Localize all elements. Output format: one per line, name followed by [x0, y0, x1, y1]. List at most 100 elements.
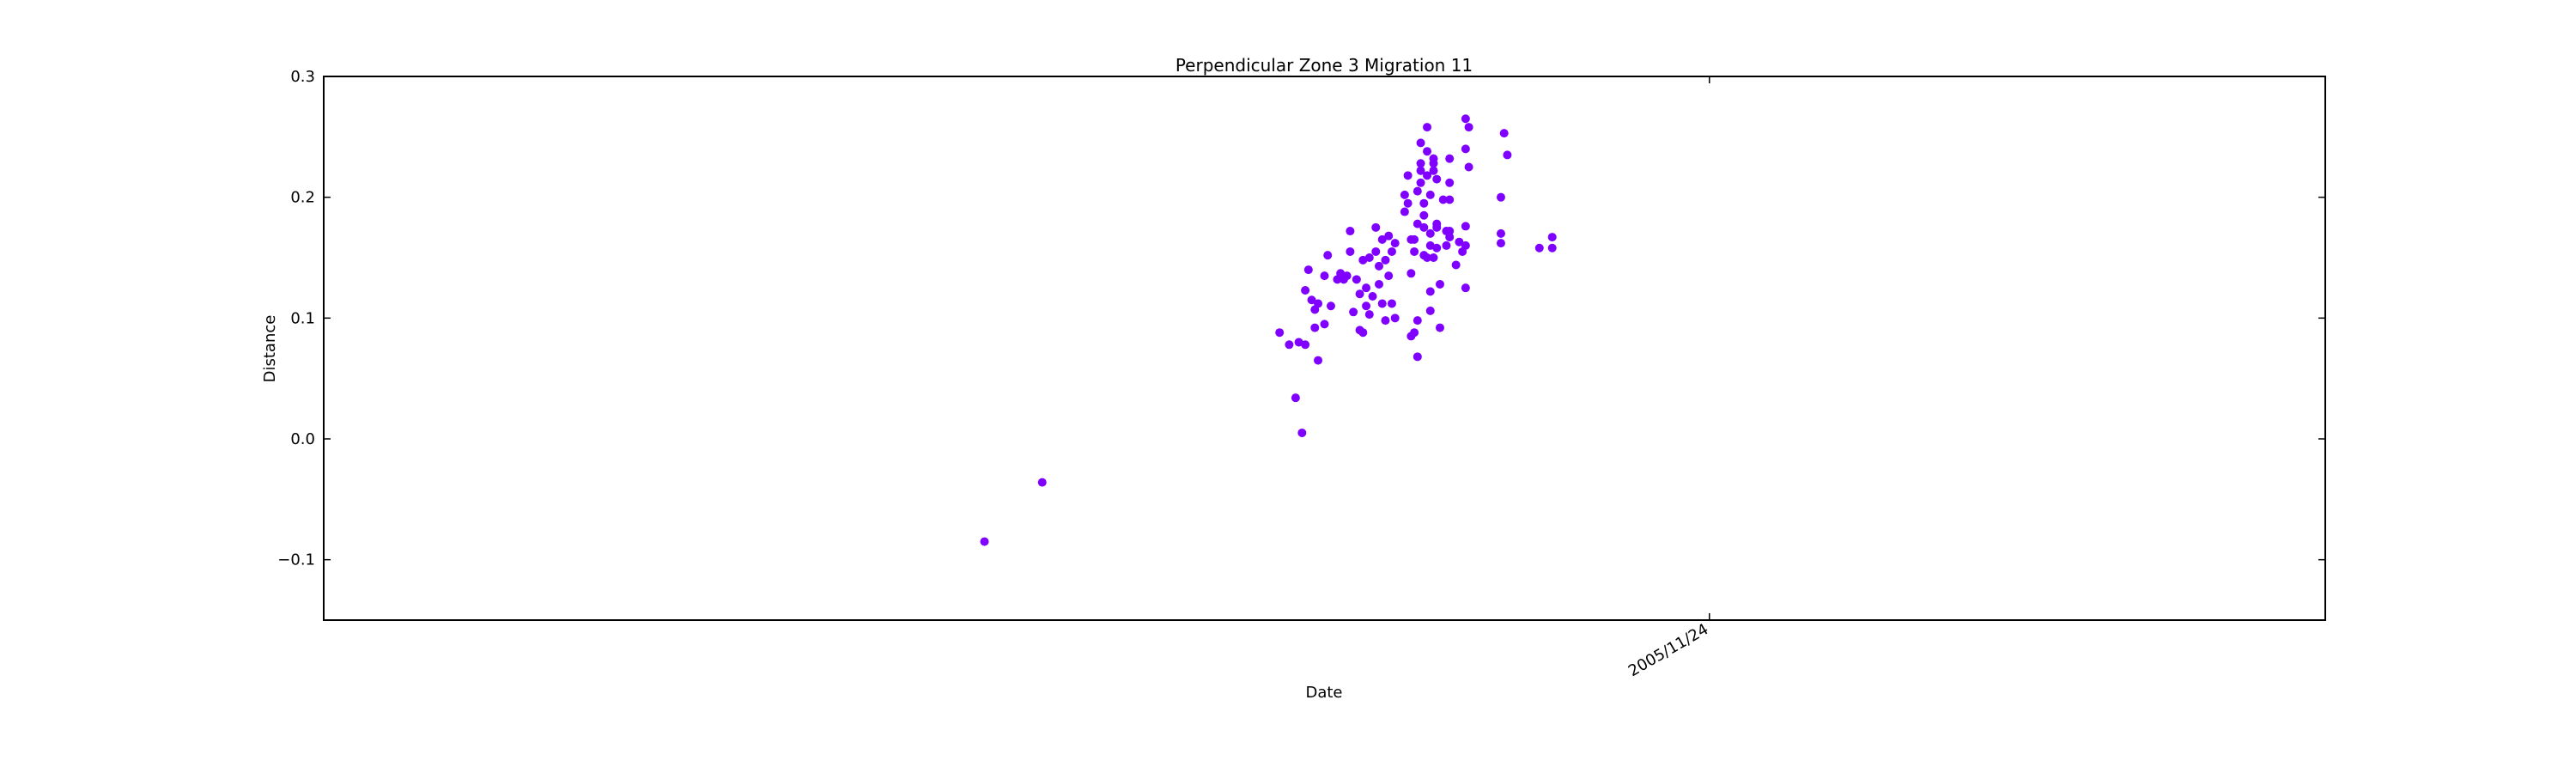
data-point	[1400, 190, 1409, 199]
data-point	[1364, 310, 1374, 320]
data-point	[1461, 144, 1470, 154]
data-point	[1429, 253, 1438, 262]
data-point	[1320, 320, 1329, 329]
data-point	[1349, 307, 1358, 317]
data-point	[1425, 190, 1435, 199]
data-point	[1371, 222, 1381, 232]
data-point	[1455, 237, 1464, 247]
data-point	[1416, 159, 1425, 168]
data-point	[1346, 247, 1355, 256]
data-point	[1534, 243, 1544, 253]
data-point	[1445, 178, 1455, 187]
data-point	[1352, 275, 1361, 284]
data-point	[1362, 301, 1371, 311]
data-point	[1413, 186, 1422, 196]
y-axis: −0.1 0.0 0.1 0.2 0.3	[277, 68, 2325, 569]
plot-area	[323, 76, 2326, 621]
data-point	[1381, 255, 1390, 265]
data-point	[1461, 114, 1470, 124]
data-point	[1419, 198, 1429, 208]
data-point	[1461, 240, 1470, 250]
data-point	[1416, 166, 1425, 175]
data-point	[1384, 231, 1394, 240]
data-point	[1403, 171, 1413, 180]
y-tick-label: 0.3	[290, 68, 315, 86]
data-point	[1037, 478, 1047, 487]
data-point	[1445, 233, 1455, 242]
data-point	[1375, 279, 1384, 289]
data-point	[1461, 283, 1470, 293]
data-point	[1403, 198, 1413, 208]
data-point	[1358, 328, 1368, 338]
y-tick-label: −0.1	[277, 551, 315, 569]
data-point	[1547, 243, 1557, 253]
data-point	[1432, 243, 1442, 253]
data-point	[1303, 265, 1313, 275]
x-axis-label: Date	[1305, 684, 1342, 702]
y-axis-label: Distance	[261, 315, 279, 383]
data-point	[1368, 292, 1377, 301]
y-tick-label: 0.2	[290, 189, 315, 207]
x-tick-label: 2005/11/24	[1625, 620, 1711, 680]
y-tick-label: 0.1	[290, 309, 315, 327]
data-point	[1384, 271, 1394, 281]
data-point	[1390, 313, 1400, 323]
data-points	[980, 114, 1557, 546]
data-point	[1275, 328, 1285, 338]
data-point	[1377, 234, 1387, 244]
data-point	[1425, 287, 1435, 296]
data-point	[1416, 138, 1425, 148]
data-point	[1326, 301, 1335, 311]
data-point	[1547, 233, 1557, 242]
data-point	[1285, 340, 1294, 350]
data-point	[1320, 271, 1329, 281]
data-point	[1364, 253, 1374, 262]
data-point	[1406, 269, 1416, 278]
data-point	[1496, 239, 1505, 248]
data-point	[1425, 228, 1435, 238]
data-point	[1432, 174, 1442, 184]
data-point	[1442, 240, 1451, 250]
data-point	[1371, 247, 1381, 256]
data-point	[1461, 222, 1470, 231]
data-point	[1410, 328, 1419, 338]
data-point	[1413, 316, 1422, 326]
data-point	[1425, 306, 1435, 315]
data-point	[1301, 340, 1310, 350]
data-point	[1410, 247, 1419, 256]
data-point	[1377, 299, 1387, 308]
data-point	[1423, 171, 1432, 180]
data-point	[1423, 147, 1432, 156]
data-point	[1445, 154, 1455, 163]
data-point	[1499, 129, 1509, 138]
data-point	[1381, 316, 1390, 326]
data-point	[1291, 393, 1300, 403]
data-point	[1423, 253, 1432, 262]
data-point	[1451, 260, 1461, 270]
data-point	[1390, 239, 1400, 248]
data-point	[1410, 234, 1419, 244]
data-point	[1413, 352, 1422, 362]
data-point	[1310, 323, 1320, 332]
data-point	[1416, 178, 1425, 187]
data-point	[1323, 251, 1333, 260]
data-point	[1346, 227, 1355, 236]
data-point	[1355, 289, 1364, 299]
data-point	[1314, 356, 1323, 365]
data-point	[1432, 222, 1442, 232]
data-point	[1464, 162, 1473, 172]
data-point	[1314, 299, 1323, 308]
data-point	[1387, 299, 1396, 308]
data-point	[1464, 123, 1473, 132]
data-point	[1419, 210, 1429, 220]
data-point	[1503, 150, 1512, 160]
data-point	[1496, 192, 1505, 202]
data-point	[1435, 279, 1444, 289]
data-point	[1429, 159, 1438, 168]
chart-title: Perpendicular Zone 3 Migration 11	[1176, 55, 1473, 76]
data-point	[1307, 295, 1316, 305]
data-point	[1438, 195, 1448, 204]
data-point	[1362, 283, 1371, 293]
data-point	[980, 537, 989, 546]
